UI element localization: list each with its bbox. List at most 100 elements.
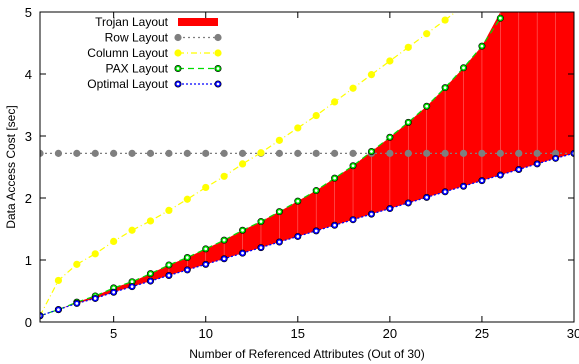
row-layout-point [478, 149, 486, 157]
row-layout-point [73, 149, 81, 157]
legend-marker [214, 49, 222, 57]
row-layout-point [331, 149, 339, 157]
optimal-layout-point-center [130, 285, 134, 289]
pax-layout-point-center [277, 210, 281, 214]
column-layout-point [183, 195, 191, 203]
pax-layout-point-center [112, 286, 116, 290]
column-layout-point [404, 43, 412, 51]
legend-marker-center [176, 67, 180, 70]
optimal-layout-point-center [57, 308, 60, 311]
row-layout-point [146, 149, 155, 157]
x-tick-label: 5 [110, 326, 117, 341]
tick-layer: 5 10 15 20 25 30 0 1 2 3 4 5 [25, 5, 579, 341]
optimal-layout-point-center [112, 290, 116, 294]
optimal-layout-point-center [204, 262, 208, 266]
x-tick-label: 30 [567, 326, 579, 341]
optimal-layout-point-center [498, 173, 502, 177]
row-layout-point [238, 149, 247, 157]
pax-layout-point-center [149, 272, 152, 276]
optimal-layout-point-center [333, 223, 337, 227]
column-layout-point [331, 98, 339, 106]
optimal-layout-point-center [388, 207, 392, 210]
legend-item-pax-layout: PAX Layout [106, 62, 222, 76]
row-layout-point [220, 149, 228, 157]
column-layout-point [257, 149, 265, 157]
x-tick-label: 15 [291, 326, 305, 341]
column-layout-line [40, 12, 457, 317]
pax-layout-point-center [185, 256, 189, 259]
legend-item-trojan-layout: Trojan Layout [95, 15, 218, 29]
optimal-layout-point-center [554, 156, 557, 160]
pax-layout-point-center [498, 16, 502, 20]
row-layout-point [349, 149, 357, 157]
column-layout-point [367, 71, 376, 79]
pax-layout-point-center [130, 280, 134, 284]
pax-layout-point-center [167, 263, 171, 267]
pax-layout-point-center [241, 228, 244, 232]
series-layer [40, 12, 574, 320]
optimal-layout-point-center [480, 179, 484, 183]
legend-swatch [178, 18, 218, 26]
y-tick-label: 1 [25, 253, 32, 268]
optimal-layout-point-center [425, 195, 429, 199]
column-layout-point [202, 183, 210, 192]
pax-layout-point-center [425, 104, 429, 108]
column-layout-point [128, 226, 136, 234]
row-layout-point [423, 149, 431, 157]
pax-layout-point-center [480, 44, 484, 48]
optimal-layout-series [40, 149, 574, 320]
row-layout-point [515, 149, 523, 157]
pax-layout-point-center [333, 176, 337, 180]
legend-item-column-layout: Column Layout [87, 46, 222, 60]
y-tick-label: 4 [25, 67, 32, 82]
column-layout-point [349, 84, 357, 92]
legend-marker [214, 33, 222, 42]
x-axis-label: Number of Referenced Attributes (Out of … [189, 347, 424, 361]
optimal-layout-point [40, 312, 44, 320]
row-layout-point [202, 149, 210, 157]
legend-label: Optimal Layout [87, 77, 168, 91]
row-layout-point [404, 149, 412, 157]
column-layout-point [294, 124, 302, 132]
column-layout-point [275, 136, 283, 144]
row-layout-point [551, 149, 560, 157]
optimal-layout-point-center [462, 184, 465, 188]
row-layout-point [40, 149, 44, 157]
x-tick-label: 20 [383, 326, 397, 341]
x-tick-label: 25 [475, 326, 489, 341]
optimal-layout-point-center [443, 190, 447, 194]
optimal-layout-point-center [185, 268, 189, 272]
x-tick-label: 10 [198, 326, 212, 341]
optimal-layout-point-center [314, 229, 318, 233]
optimal-layout-point-center [406, 201, 410, 205]
y-tick-label: 2 [25, 191, 32, 206]
optimal-layout-point-center [370, 212, 373, 216]
optimal-layout-point-center [277, 240, 281, 244]
pax-layout-point-center [370, 150, 373, 153]
column-layout-point [54, 276, 63, 285]
area-layer [40, 12, 574, 316]
optimal-layout-point-center [351, 218, 355, 222]
row-layout-point [128, 149, 136, 157]
column-layout-point [73, 260, 81, 268]
legend-item-optimal-layout: Optimal Layout [87, 77, 222, 91]
column-layout-point [423, 30, 431, 38]
column-layout-point [312, 111, 320, 120]
y-axis-label: Data Access Cost [sec] [4, 105, 18, 228]
column-layout-point [386, 57, 394, 65]
legend-label: PAX Layout [106, 62, 169, 76]
optimal-layout-point-center [167, 274, 171, 277]
row-layout-point [533, 149, 541, 157]
column-layout-point [91, 250, 99, 258]
legend-label: Column Layout [87, 46, 168, 60]
optimal-layout-point-center [535, 162, 539, 166]
row-layout-series [40, 149, 574, 157]
row-layout-point [459, 149, 468, 157]
legend-label: Row Layout [105, 31, 169, 45]
optimal-layout-point-center [517, 168, 521, 171]
plot-frame [39, 11, 575, 323]
row-layout-point [386, 149, 394, 157]
column-layout-point [220, 172, 228, 180]
legend-marker [174, 33, 182, 42]
